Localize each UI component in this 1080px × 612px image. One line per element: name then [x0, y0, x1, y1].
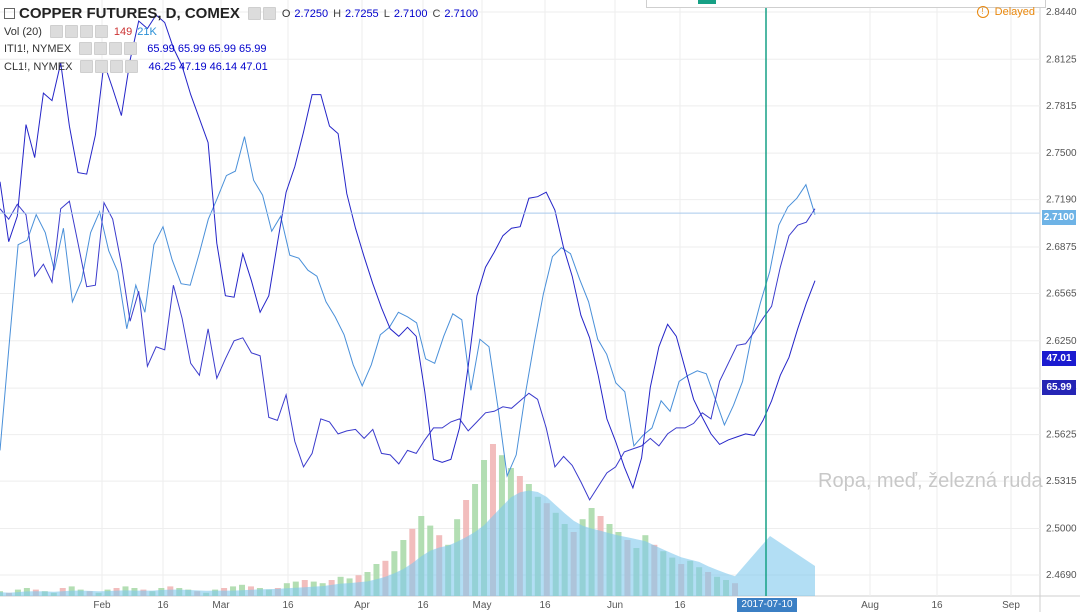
- y-tick-label: 2.7815: [1046, 101, 1077, 112]
- y-tick-label: 2.6250: [1046, 336, 1077, 347]
- close-label: C: [432, 7, 441, 20]
- cursor-date-tag: 2017-07-10: [737, 598, 797, 612]
- series-line-0: [0, 136, 816, 478]
- vol-add-icon[interactable]: [79, 25, 93, 38]
- y-tick-label: 2.8440: [1046, 7, 1077, 18]
- vol-eye-icon[interactable]: [49, 25, 63, 38]
- y-tick-label: 2.5000: [1046, 523, 1077, 534]
- volume-ma-area: [0, 490, 815, 596]
- x-tick-label: 16: [931, 600, 943, 611]
- y-tick-label: 2.5625: [1046, 430, 1077, 441]
- volume-value-2: 21K: [137, 25, 157, 38]
- y-tick-label: 2.4690: [1046, 570, 1077, 581]
- y-tick-label: 2.7500: [1046, 148, 1077, 159]
- iti-close-icon[interactable]: [124, 42, 138, 55]
- x-tick-label: Apr: [354, 600, 370, 611]
- info-icon: !: [976, 6, 989, 18]
- popup-marker: [698, 0, 716, 4]
- x-tick-label: 16: [282, 600, 294, 611]
- x-tick-label: Sep: [1002, 600, 1020, 611]
- settings-icon[interactable]: [262, 7, 276, 20]
- x-tick-label: Aug: [861, 600, 879, 611]
- cl-values: 46.25 47.19 46.14 47.01: [148, 60, 268, 73]
- symbol-title[interactable]: COPPER FUTURES, D, COMEX: [19, 5, 240, 22]
- copper-price-tag: 2.7100: [1042, 210, 1076, 225]
- x-tick-label: Feb: [93, 600, 111, 611]
- volume-label[interactable]: Vol (20): [4, 25, 42, 38]
- cl-price-tag: 47.01: [1042, 351, 1076, 366]
- close-value: 2.7100: [444, 7, 479, 20]
- cl-label[interactable]: CL1!, NYMEX: [4, 60, 73, 73]
- volume-bar: [418, 516, 425, 596]
- cl-close-icon[interactable]: [125, 60, 139, 73]
- y-tick-label: 2.7190: [1046, 195, 1077, 206]
- delayed-status[interactable]: ! Delayed: [976, 6, 1035, 18]
- iti-values: 65.99 65.99 65.99 65.99: [147, 42, 267, 55]
- x-tick-label: Jun: [607, 600, 623, 611]
- iti-add-icon[interactable]: [109, 42, 123, 55]
- cl-settings-icon[interactable]: [95, 60, 109, 73]
- x-tick-label: 16: [157, 600, 169, 611]
- volume-value-1: 149: [113, 25, 133, 38]
- x-tick-label: 16: [539, 600, 551, 611]
- high-label: H: [333, 7, 342, 20]
- vol-settings-icon[interactable]: [64, 25, 78, 38]
- legend-cl: CL1!, NYMEX 46.25 47.19 46.14 47.01: [4, 60, 268, 73]
- open-label: O: [281, 7, 291, 20]
- open-value: 2.7250: [294, 7, 329, 20]
- x-tick-label: Mar: [212, 600, 230, 611]
- top-popup: [646, 0, 1046, 8]
- x-tick-label: May: [473, 600, 492, 611]
- series-line-1: [0, 200, 816, 501]
- y-tick-label: 2.6875: [1046, 242, 1077, 253]
- legend-main: COPPER FUTURES, D, COMEX O 2.7250 H 2.72…: [4, 5, 478, 22]
- high-value: 2.7255: [345, 7, 379, 20]
- y-tick-label: 2.5315: [1046, 476, 1077, 487]
- legend-iti: ITI1!, NYMEX 65.99 65.99 65.99 65.99: [4, 42, 267, 55]
- low-label: L: [383, 7, 390, 20]
- iti-label[interactable]: ITI1!, NYMEX: [4, 42, 72, 55]
- cl-add-icon[interactable]: [110, 60, 124, 73]
- collapse-legend-icon[interactable]: [4, 8, 15, 19]
- watermark: Ropa, meď, železná ruda: [818, 470, 1043, 492]
- x-tick-label: 16: [674, 600, 686, 611]
- iti-settings-icon[interactable]: [94, 42, 108, 55]
- legend-volume: Vol (20) 149 21K: [4, 25, 157, 38]
- delayed-label: Delayed: [994, 6, 1035, 18]
- iti-eye-icon[interactable]: [79, 42, 93, 55]
- volume-bar: [400, 540, 407, 596]
- cl-eye-icon[interactable]: [80, 60, 94, 73]
- y-tick-label: 2.6565: [1046, 288, 1077, 299]
- y-tick-label: 2.8125: [1046, 54, 1077, 65]
- iti-price-tag: 65.99: [1042, 380, 1076, 395]
- series-line-2: [0, 14, 816, 490]
- x-tick-label: 16: [417, 600, 429, 611]
- vol-close-icon[interactable]: [94, 25, 108, 38]
- low-value: 2.7100: [393, 7, 428, 20]
- volume-bar: [409, 528, 416, 596]
- eye-icon[interactable]: [247, 7, 261, 20]
